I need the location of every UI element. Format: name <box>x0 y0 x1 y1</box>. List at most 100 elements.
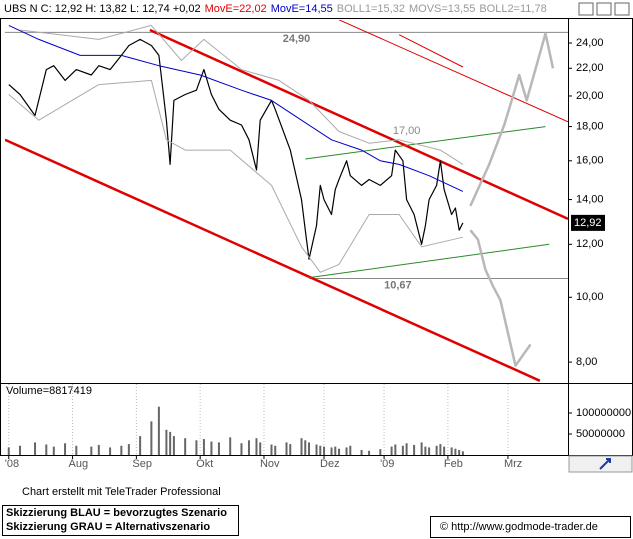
y-tick-label: 16,00 <box>576 155 604 167</box>
trend-line <box>469 229 532 367</box>
x-tick-label: Nov <box>260 458 280 470</box>
x-tick-label: Feb <box>444 458 463 470</box>
volume-bar <box>270 444 273 455</box>
volume-bar <box>435 445 438 455</box>
volume-bar <box>184 438 187 455</box>
price-line <box>8 79 464 273</box>
y-tick-label: 10,00 <box>576 291 604 303</box>
header-item: MovE=14,55 <box>271 3 333 15</box>
volume-bar <box>52 446 55 455</box>
volume-bar <box>379 449 382 455</box>
volume-bar <box>334 446 337 455</box>
volume-bar <box>64 443 67 455</box>
volume-bar <box>247 440 250 455</box>
volume-bar <box>165 429 168 455</box>
credit: Chart erstellt mit TeleTrader Profession… <box>22 486 221 498</box>
volume-bar <box>289 444 292 455</box>
level-label: 24,90 <box>283 33 311 45</box>
volume-bar <box>45 444 48 455</box>
volume-bar <box>390 446 393 455</box>
trend-line <box>308 243 550 279</box>
y-tick-label: 100000000 <box>576 407 631 419</box>
volume-bar <box>439 444 442 455</box>
volume-bar <box>443 446 446 455</box>
volume-bar <box>308 442 311 455</box>
y-tick-label: 24,00 <box>576 37 604 49</box>
volume-bar <box>405 443 408 455</box>
last-price-box <box>571 214 605 231</box>
trend-line <box>5 138 541 382</box>
volume-bar <box>75 445 78 455</box>
last-price-label: 12,92 <box>574 217 602 229</box>
level-label: 10,67 <box>384 279 412 291</box>
y-tick-label: 50000000 <box>576 428 625 440</box>
volume-bar <box>338 448 341 455</box>
x-tick-label: Sep <box>132 458 152 470</box>
volume-bar <box>349 445 352 455</box>
header-item: BOLL2=11,78 <box>479 3 546 15</box>
volume-bar <box>195 440 198 455</box>
volume-bar <box>202 439 205 455</box>
header-item: BOLL1=15,32 <box>337 3 405 15</box>
volume-bar <box>315 444 318 455</box>
y-tick-label: 20,00 <box>576 90 604 102</box>
x-tick-label: Mrz <box>504 458 522 470</box>
volume-bar <box>229 437 232 455</box>
copyright: © http://www.godmode-trader.de <box>440 521 598 533</box>
y-tick-label: 22,00 <box>576 62 604 74</box>
trend-line <box>149 28 568 221</box>
volume-bar <box>424 446 427 455</box>
price-panel <box>5 20 568 382</box>
x-tick-label: '09 <box>380 458 394 470</box>
window-button[interactable] <box>614 2 630 16</box>
volume-bar <box>210 441 213 455</box>
volume-bar <box>458 449 461 455</box>
y-tick-label: 14,00 <box>576 193 604 205</box>
x-tick-label: '08 <box>5 458 19 470</box>
trend-line <box>338 20 568 123</box>
volume-bar <box>259 442 262 455</box>
y-tick-label: 18,00 <box>576 120 604 132</box>
header: UBS N C: 12,92 H: 13,82 L: 12,74 +0,02 Mo… <box>4 3 547 15</box>
volume-bar <box>127 444 130 455</box>
volume-bar <box>139 436 142 455</box>
volume-bar <box>157 406 160 455</box>
tool-box[interactable] <box>568 455 633 473</box>
volume-bar <box>300 438 303 455</box>
x-tick-label: Aug <box>69 458 89 470</box>
volume-bar <box>330 447 333 455</box>
x-tick-label: Dez <box>320 458 340 470</box>
window-button[interactable] <box>596 2 612 16</box>
volume-bar <box>240 443 243 455</box>
header-item: UBS N C: 12,92 H: 13,82 L: 12,74 +0,02 <box>4 3 201 15</box>
volume-bar <box>19 445 22 455</box>
volume-label: Volume=8817419 <box>6 385 92 397</box>
volume-bar <box>345 447 348 455</box>
volume-bar <box>274 445 277 455</box>
header-item: MovE=22,02 <box>205 3 267 15</box>
volume-bar <box>323 446 326 455</box>
price-line <box>8 38 464 260</box>
price-line <box>8 24 464 192</box>
volume-bar <box>413 444 416 455</box>
copyright-box <box>430 516 631 538</box>
volume-bar <box>255 438 258 455</box>
legend-line: Skizzierung BLAU = bevorzugtes Szenario <box>6 507 227 519</box>
y-tick-label: 12,00 <box>576 238 604 250</box>
volume-bar <box>304 440 307 455</box>
volume-bar <box>461 451 464 455</box>
volume-bar <box>90 446 93 455</box>
tool-icon[interactable] <box>599 458 611 470</box>
trend-line <box>398 34 464 68</box>
volume-bar <box>217 442 220 455</box>
legend-line: Skizzierung GRAU = Alternativszenario <box>6 521 210 533</box>
volume-bar <box>97 444 100 455</box>
volume-bar <box>450 447 453 455</box>
volume-bar <box>401 445 404 455</box>
window-button[interactable] <box>578 2 594 16</box>
price-line <box>19 24 464 165</box>
chart-frame <box>0 18 633 456</box>
volume-bar <box>120 445 123 455</box>
